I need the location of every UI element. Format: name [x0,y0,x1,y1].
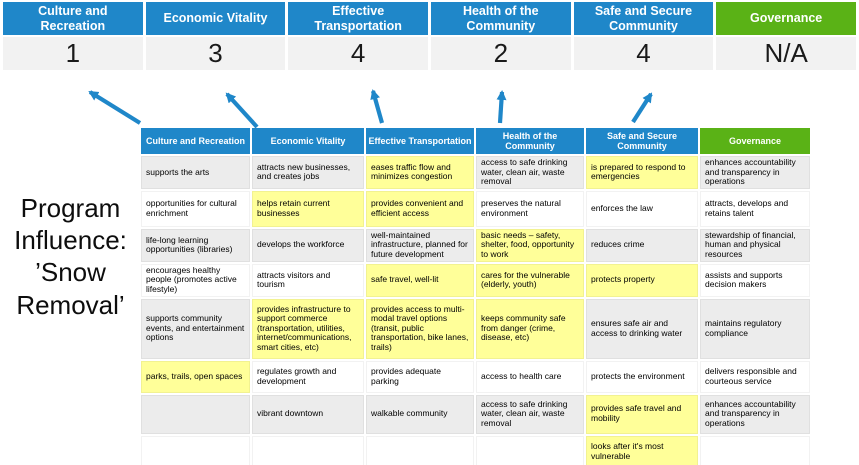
summary-score-cell: N/A [716,37,856,70]
matrix-header-cell: Culture and Recreation [141,128,250,154]
matrix-cell-highlighted: provides access to multi-modal travel op… [366,298,474,359]
matrix-row: life-long learning opportunities (librar… [141,228,810,262]
influence-arrow [496,90,507,124]
matrix-cell: enhances accountability and transparency… [700,156,810,189]
matrix-row: parks, trails, open spaces regulates grow… [141,360,810,393]
matrix-cell: encourages healthy people (promotes acti… [141,263,250,297]
summary-score-row: 1 3 4 2 4 N/A [3,37,856,70]
matrix-cell: life-long learning opportunities (librar… [141,228,250,262]
matrix-cell-highlighted: cares for the vulnerable (elderly, youth… [476,263,584,297]
influence-arrow [88,90,142,125]
summary-header-cell: Effective Transportation [288,2,428,35]
matrix-cell: opportunities for cultural enrichment [141,190,250,227]
matrix-header-cell: Economic Vitality [252,128,364,154]
matrix-cell: supports the arts [141,156,250,189]
matrix-cell: well-maintained infrastructure, planned … [366,228,474,262]
matrix-cell-highlighted: provides convenient and efficient access [366,190,474,227]
summary-score-cell: 4 [573,37,714,70]
summary-header-cell: Culture and Recreation [3,2,143,35]
matrix-cell-highlighted: keeps community safe from danger (crime,… [476,298,584,359]
summary-header-cell: Economic Vitality [145,2,286,35]
matrix-cell: reduces crime [586,228,698,262]
influence-arrow [631,92,653,124]
matrix-cell: ensures safe air and access to drinking … [586,298,698,359]
matrix-cell-highlighted: parks, trails, open spaces [141,360,250,393]
matrix-cell: attracts, develops and retains talent [700,190,810,227]
summary-header-cell: Governance [716,2,856,35]
summary-header-row: Culture and Recreation Economic Vitality E… [3,2,856,35]
matrix-cell [700,435,810,465]
matrix-row: supports community events, and entertain… [141,298,810,359]
matrix-cell: assists and supports decision makers [700,263,810,297]
matrix-cell-highlighted: helps retain current businesses [252,190,364,227]
summary-score-cell: 1 [3,37,143,70]
matrix-cell: protects the environment [586,360,698,393]
matrix-cell-highlighted: is prepared to respond to emergencies [586,156,698,189]
matrix-cell: regulates growth and development [252,360,364,393]
matrix-cell: vibrant downtown [252,394,364,434]
matrix-row: encourages healthy people (promotes acti… [141,263,810,297]
matrix-header-cell: Health of the Community [476,128,584,154]
matrix-cell-highlighted: provides safe travel and mobility [586,394,698,434]
matrix-cell: preserves the natural environment [476,190,584,227]
matrix-row: opportunities for cultural enrichment hel… [141,190,810,227]
matrix-cell [476,435,584,465]
matrix-cell-highlighted: eases traffic flow and minimizes congest… [366,156,474,189]
influence-arrow [370,89,385,124]
influence-arrow [225,92,259,129]
matrix-header-cell: Safe and Secure Community [586,128,698,154]
matrix-cell: stewardship of financial, human and phys… [700,228,810,262]
matrix-cell: develops the workforce [252,228,364,262]
matrix-row: supports the arts attracts new businesses… [141,156,810,189]
matrix-cell-highlighted: safe travel, well-lit [366,263,474,297]
matrix-cell: enforces the law [586,190,698,227]
matrix-cell [366,435,474,465]
matrix-cell: attracts new businesses, and creates job… [252,156,364,189]
summary-score-cell: 4 [288,37,428,70]
influence-matrix: Culture and Recreation Economic Vitality E… [139,126,812,465]
matrix-cell-highlighted: provides infrastructure to support comme… [252,298,364,359]
summary-table: Culture and Recreation Economic Vitality E… [0,0,859,72]
matrix-header-cell: Effective Transportation [366,128,474,154]
matrix-cell [141,435,250,465]
matrix-cell-highlighted: looks after it's most vulnerable [586,435,698,465]
matrix-cell: access to health care [476,360,584,393]
matrix-cell: enhances accountability and transparency… [700,394,810,434]
matrix-row: vibrant downtown walkable community access… [141,394,810,434]
matrix-row: looks after it's most vulnerable [141,435,810,465]
matrix-cell-highlighted: basic needs – safety, shelter, food, opp… [476,228,584,262]
summary-score-cell: 3 [145,37,286,70]
matrix-cell: delivers responsible and courteous servi… [700,360,810,393]
matrix-cell [252,435,364,465]
matrix-header-row: Culture and Recreation Economic Vitality E… [141,128,810,154]
summary-header-cell: Health of the Community [430,2,571,35]
matrix-cell: walkable community [366,394,474,434]
matrix-cell: access to safe drinking water, clean air… [476,394,584,434]
matrix-cell [141,394,250,434]
summary-score-cell: 2 [430,37,571,70]
summary-header-cell: Safe and Secure Community [573,2,714,35]
matrix-cell: attracts visitors and tourism [252,263,364,297]
matrix-body: supports the arts attracts new businesses… [141,156,810,465]
matrix-cell-highlighted: protects property [586,263,698,297]
matrix-cell: maintains regulatory compliance [700,298,810,359]
matrix-cell: provides adequate parking [366,360,474,393]
matrix-cell: supports community events, and entertain… [141,298,250,359]
matrix-cell: access to safe drinking water, clean air… [476,156,584,189]
matrix-header-cell: Governance [700,128,810,154]
program-influence-label: Program Influence: ’Snow Removal’ [14,193,127,320]
